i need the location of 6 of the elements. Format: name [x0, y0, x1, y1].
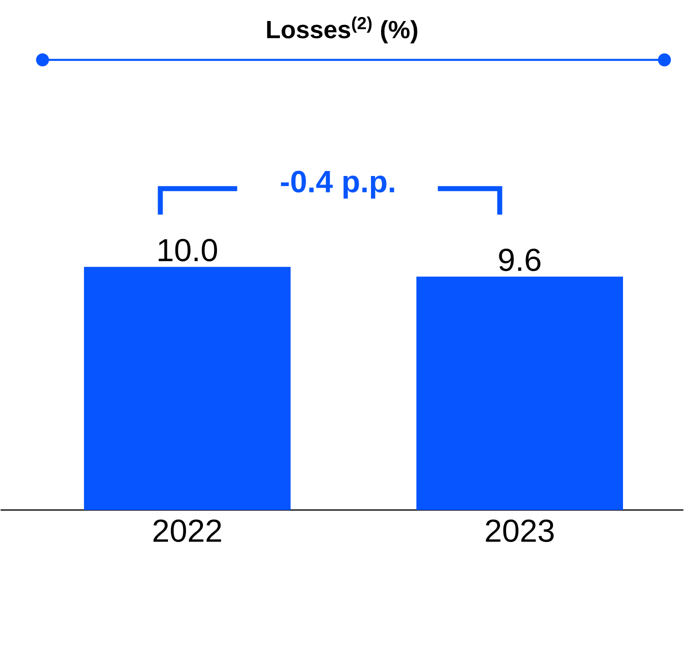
x-tick-label: 2022 [153, 520, 222, 542]
data-label: 9.6 [499, 248, 540, 272]
text: -0.4 p.p. [280, 170, 394, 199]
x-tick-label: 2023 [486, 520, 554, 542]
data-label: 10.0 [158, 238, 218, 262]
chart-title: Losses$^{(2)}$ (%) [267, 16, 418, 44]
